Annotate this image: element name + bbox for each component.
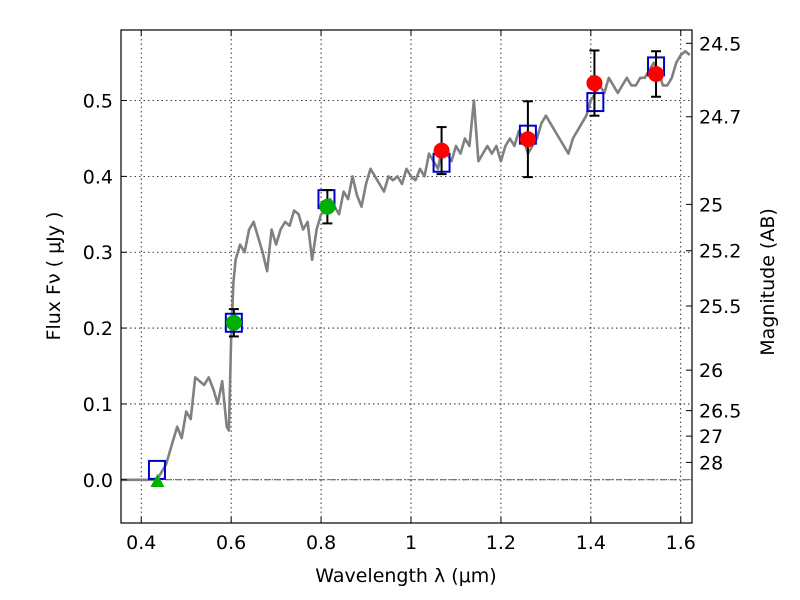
magnitude-axis-title: Magnitude (AB) [757,208,779,356]
upper-limit-triangle [150,474,165,488]
x-tick-label: 0.8 [306,532,336,554]
grid-lines [121,30,692,523]
y-tick-label: 0.5 [83,91,113,113]
magnitude-tick-label: 26 [699,360,723,382]
x-tick-label: 1 [405,532,417,554]
magnitude-tick-label: 25.2 [699,241,741,263]
magnitude-tick-label: 25.5 [699,296,741,318]
y-tick-label: 0.0 [83,470,113,492]
axis-ticks [121,30,692,523]
x-tick-label: 0.6 [216,532,246,554]
observed-optical-point [225,314,242,331]
observed-nir-point [648,65,665,82]
magnitude-tick-label: 24.7 [699,107,741,129]
magnitude-tick-label: 28 [699,452,723,474]
magnitude-tick-label: 27 [699,426,723,448]
x-tick-label: 1.4 [576,532,606,554]
x-axis-title: Wavelength λ (μm) [315,565,496,587]
observed-nir-point [586,75,603,92]
observed-nir-point [433,142,450,159]
model-sed-line [121,49,691,482]
plot-frame [120,29,693,524]
y-tick-label: 0.2 [83,318,113,340]
y-tick-label: 0.4 [83,166,113,188]
model-sed-curve [121,49,691,482]
tick-labels: 0.4 0.6 0.8 1 1.2 1.4 1.6 0.0 0.1 0.2 0.3 0.4 0.5 24.… [83,33,742,554]
observed-optical-point [319,198,336,215]
x-tick-label: 1.2 [486,532,516,554]
x-tick-label: 0.4 [126,532,156,554]
observed-nir-point [519,131,536,148]
y-tick-label: 0.1 [83,394,113,416]
magnitude-tick-label: 25 [699,194,723,216]
x-tick-label: 1.6 [666,532,696,554]
data-markers [147,49,666,488]
magnitude-tick-label: 24.5 [699,33,741,55]
y-tick-label: 0.3 [83,242,113,264]
magnitude-tick-label: 26.5 [699,401,741,423]
y-axis-title: Flux Fν ( μJy ) [43,212,65,341]
